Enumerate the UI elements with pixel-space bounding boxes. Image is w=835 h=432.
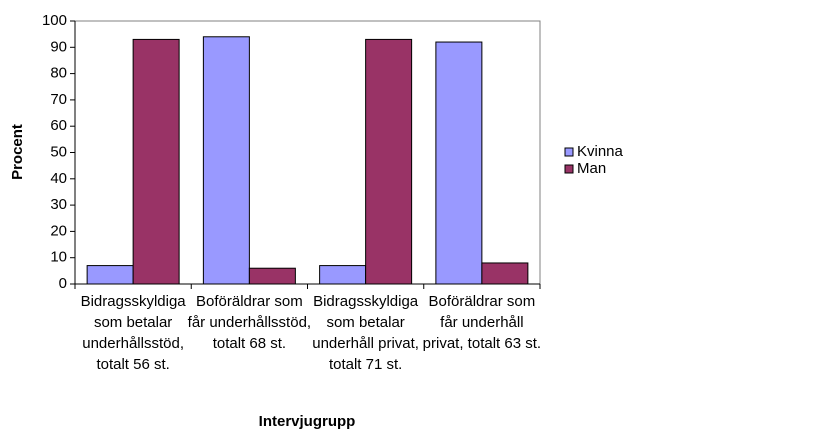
bar (202, 36, 250, 285)
y-tick-label: 20 (50, 222, 67, 239)
x-tick-label: Boföräldrar som får underhåll privat, to… (422, 293, 542, 352)
y-tick-label: 30 (50, 196, 67, 213)
legend-label: Man (577, 160, 606, 177)
legend-swatch (564, 164, 574, 174)
x-tick-label-box: Bidragsskyldiga som betalar underhållsst… (80, 293, 186, 373)
legend-label: Kvinna (577, 143, 624, 160)
x-tick-label-box: Boföräldrar som får underhåll privat, to… (422, 293, 542, 352)
x-tick-label: Bidragsskyldiga som betalar underhåll pr… (312, 293, 419, 373)
y-tick-label: 50 (50, 143, 67, 160)
bar (319, 265, 367, 285)
x-tick-label-box: Bidragsskyldiga som betalar underhåll pr… (312, 293, 419, 373)
y-tick-label: 10 (50, 249, 67, 266)
y-tick-label: 80 (50, 65, 67, 82)
y-tick-label: 60 (50, 117, 67, 134)
bar (86, 265, 134, 285)
y-axis-label: Procent (9, 124, 26, 180)
y-tick-label: 0 (59, 275, 67, 292)
bar (481, 262, 529, 285)
legend-swatch (564, 147, 574, 157)
bar (435, 41, 483, 285)
x-tick-label: Boföräldrar som får underhållsstöd, tota… (187, 293, 312, 352)
y-tick-label: 90 (50, 38, 67, 55)
bar (248, 267, 296, 285)
bar (132, 38, 180, 285)
x-axis-label: Intervjugrupp (259, 413, 356, 430)
y-tick-label: 40 (50, 170, 67, 187)
x-tick-label-box: Boföräldrar som får underhållsstöd, tota… (187, 293, 312, 352)
y-tick-label: 100 (42, 12, 67, 29)
x-tick-label: Bidragsskyldiga som betalar underhållsst… (80, 293, 186, 373)
y-tick-label: 70 (50, 91, 67, 108)
bar (365, 38, 413, 285)
